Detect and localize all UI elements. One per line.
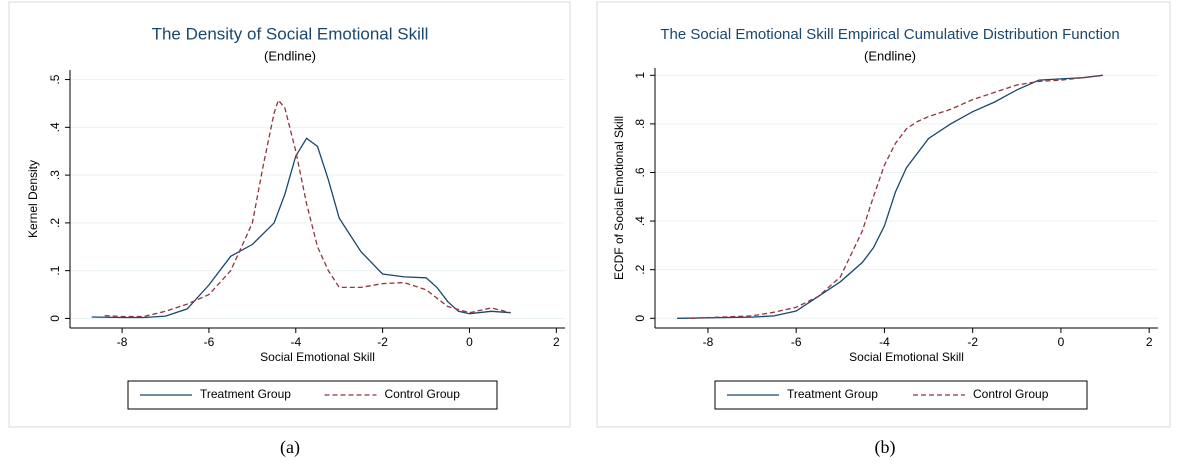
legend-label: Control Group xyxy=(973,387,1049,401)
y-axis-label: Kernel Density xyxy=(26,160,40,238)
y-tick-label: .5 xyxy=(48,74,62,84)
x-axis-label: Social Emotional Skill xyxy=(849,350,964,364)
x-tick-label: -4 xyxy=(290,335,301,349)
y-tick-label: 0 xyxy=(633,315,647,322)
y-tick-label: 1 xyxy=(633,72,647,79)
series-line xyxy=(690,74,1103,319)
chart-title: The Density of Social Emotional Skill xyxy=(152,24,429,43)
y-tick-label: .2 xyxy=(48,218,62,228)
series-line xyxy=(677,74,1103,319)
plot-area xyxy=(70,70,565,328)
y-axis-label: ECDF of Social Emotional Skill xyxy=(612,116,626,280)
caption: (a) xyxy=(280,437,300,458)
series-line xyxy=(91,137,511,319)
chart-title: The Social Emotional Skill Empirical Cum… xyxy=(660,26,1119,43)
caption: (b) xyxy=(875,437,896,458)
x-tick-label: -6 xyxy=(204,335,215,349)
y-tick-label: .4 xyxy=(633,216,647,226)
y-tick-label: 0 xyxy=(48,315,62,322)
x-tick-label: 2 xyxy=(1146,335,1153,349)
x-tick-label: -8 xyxy=(703,335,714,349)
x-tick-label: 2 xyxy=(553,335,560,349)
y-tick-label: .3 xyxy=(48,170,62,180)
x-tick-label: -4 xyxy=(879,335,890,349)
series-line xyxy=(104,98,511,318)
y-tick-label: .8 xyxy=(633,119,647,129)
x-tick-label: -8 xyxy=(117,335,128,349)
y-tick-label: .2 xyxy=(633,264,647,274)
x-tick-label: -2 xyxy=(967,335,978,349)
x-tick-label: -6 xyxy=(791,335,802,349)
y-tick-label: .4 xyxy=(48,122,62,132)
y-tick-label: .1 xyxy=(48,265,62,275)
y-tick-label: .6 xyxy=(633,167,647,177)
plot-area xyxy=(655,68,1158,328)
x-tick-label: 0 xyxy=(466,335,473,349)
x-axis-label: Social Emotional Skill xyxy=(260,350,375,364)
legend-label: Treatment Group xyxy=(200,387,291,401)
chart-subtitle: (Endline) xyxy=(264,48,316,63)
x-tick-label: -2 xyxy=(377,335,388,349)
chart-subtitle: (Endline) xyxy=(864,48,916,63)
legend-label: Treatment Group xyxy=(787,387,878,401)
legend-label: Control Group xyxy=(385,387,461,401)
x-tick-label: 0 xyxy=(1058,335,1065,349)
